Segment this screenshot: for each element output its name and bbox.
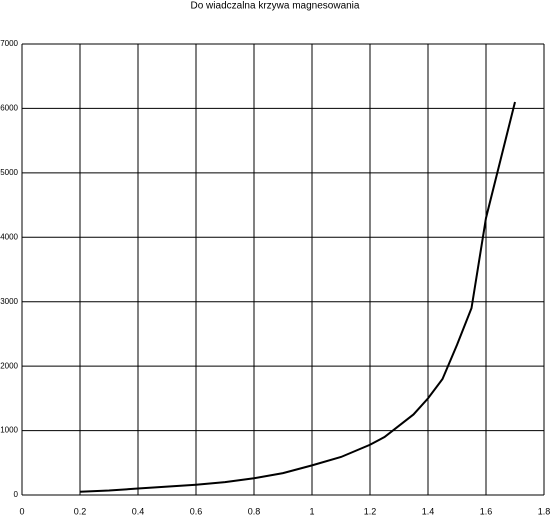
x-tick-label: 1.2	[364, 506, 377, 516]
x-tick-label: 0.8	[248, 506, 261, 516]
x-tick-label: 1.8	[538, 506, 550, 516]
y-tick-label: 7000	[0, 39, 18, 48]
chart-title: Do wiadczalna krzywa magnesowania	[191, 1, 360, 12]
x-tick-label: 1.4	[422, 506, 435, 516]
x-tick-label: 0.2	[74, 506, 87, 516]
x-tick-label: 0.4	[132, 506, 145, 516]
y-tick-label: 6000	[0, 104, 18, 113]
y-tick-label: 3000	[0, 297, 18, 306]
x-tick-label: 1.6	[480, 506, 493, 516]
x-tick-label: 0	[19, 506, 24, 516]
y-tick-label: 5000	[0, 168, 18, 177]
y-tick-label: 4000	[0, 232, 18, 241]
y-tick-label: 2000	[0, 361, 18, 370]
y-tick-label: 1000	[0, 426, 18, 435]
x-tick-label: 1	[309, 506, 314, 516]
y-tick-label: 0	[14, 490, 19, 499]
data-line	[79, 101, 516, 493]
x-tick-label: 0.6	[190, 506, 203, 516]
